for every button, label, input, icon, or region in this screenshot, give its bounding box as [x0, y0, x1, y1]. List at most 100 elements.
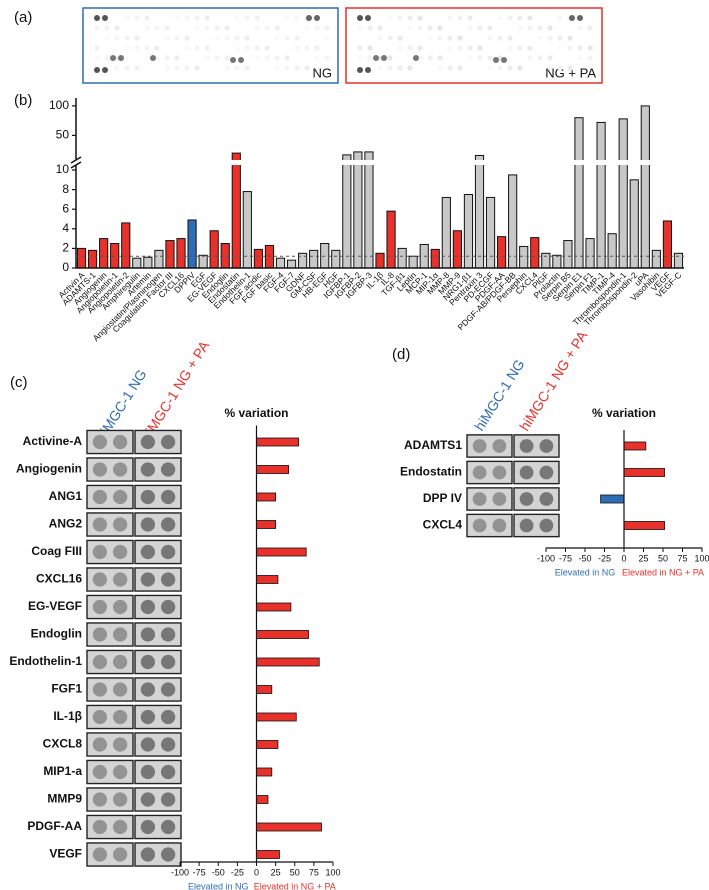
bar — [198, 254, 208, 269]
array-spot — [417, 15, 423, 21]
array-spot — [254, 15, 260, 21]
axis-break-gap — [68, 160, 686, 165]
blot-spot — [160, 654, 176, 670]
array-spot — [204, 25, 210, 31]
y-tick-label: 2 — [62, 241, 69, 255]
blot-spot — [112, 764, 128, 780]
blot-spot — [92, 572, 108, 587]
blot-spot — [472, 465, 487, 480]
array-spot — [304, 45, 310, 51]
array-spot — [427, 55, 433, 61]
blot-spot — [140, 847, 156, 862]
blot-spot — [92, 599, 108, 615]
array-spot — [224, 65, 230, 71]
bar — [154, 249, 164, 269]
array-spot — [487, 25, 493, 31]
array-spot — [244, 45, 250, 51]
x-tick-label: 0 — [621, 553, 626, 563]
array-spot — [174, 65, 180, 71]
array-spot — [547, 25, 553, 31]
array-spot — [427, 25, 433, 31]
y-tick-label: 8 — [62, 182, 69, 196]
array-spot — [427, 35, 433, 41]
array-frame — [82, 7, 339, 84]
blot-spot — [140, 654, 156, 670]
blot-spot — [112, 489, 128, 505]
array-spot — [527, 45, 533, 51]
array-spot — [447, 65, 453, 71]
y-tick-label: 4 — [62, 221, 69, 235]
blot-spot — [140, 544, 156, 560]
array-spot — [357, 67, 363, 73]
blot-spot — [112, 434, 128, 450]
array-spot — [94, 67, 100, 73]
blot-spot — [140, 764, 156, 780]
array-spot — [324, 25, 330, 31]
blot-spot — [160, 819, 176, 835]
bar — [256, 547, 307, 557]
row-label: PDGF-AA — [27, 819, 82, 833]
array-spot — [517, 15, 523, 21]
axis-break — [70, 156, 82, 164]
x-tick-label: -25 — [231, 867, 244, 877]
bar — [640, 105, 650, 269]
array-spot — [314, 55, 320, 61]
blot-spot — [492, 439, 507, 453]
array-spot — [373, 55, 379, 61]
array-spot — [306, 15, 312, 21]
array-spot — [567, 35, 573, 41]
array-spot — [437, 55, 443, 61]
direction-label: Elevated in NG + PA — [254, 881, 336, 890]
array-spot — [497, 65, 503, 71]
x-tick-label: -75 — [193, 867, 206, 877]
bar — [256, 657, 320, 667]
array-spot — [381, 55, 387, 61]
blot-spot — [92, 792, 108, 807]
row-label: ANG2 — [49, 517, 83, 531]
bar — [552, 254, 562, 269]
array-spot — [134, 45, 140, 51]
array-spot — [264, 55, 270, 61]
bar — [600, 494, 625, 504]
blot-spot — [92, 544, 108, 560]
array-spot — [407, 45, 413, 51]
blot-spot — [519, 492, 534, 506]
blot-spot — [519, 465, 534, 480]
array-spot — [377, 65, 383, 71]
array-spot — [204, 45, 210, 51]
array-spot — [234, 65, 240, 71]
array-spot — [174, 55, 180, 61]
array-spot — [204, 55, 210, 61]
bar — [474, 154, 485, 269]
bar — [364, 151, 374, 269]
blot-spot — [92, 737, 108, 752]
blot-spot — [112, 654, 128, 670]
array-spot — [527, 25, 533, 31]
row-label: ANG1 — [49, 489, 83, 503]
array-spot — [194, 15, 200, 21]
array-spot — [557, 45, 563, 51]
array-spot — [407, 15, 413, 21]
axis-break — [70, 161, 82, 169]
array-spot — [517, 25, 523, 31]
row-label: Endostatin — [400, 465, 462, 479]
array-spot — [284, 35, 290, 41]
array-spot — [437, 65, 443, 71]
array-spot — [264, 45, 270, 51]
array-spot — [94, 45, 100, 51]
array-spot — [324, 35, 330, 41]
array-spot — [493, 57, 499, 63]
array-spot — [357, 45, 363, 51]
blot-spot — [539, 465, 554, 480]
bar — [121, 222, 131, 269]
array-spot — [417, 45, 423, 51]
array-spot — [214, 35, 220, 41]
array-spot — [284, 55, 290, 61]
array-spot — [234, 35, 240, 41]
bar — [256, 767, 273, 777]
array-spot — [527, 15, 533, 21]
blot-spot — [112, 819, 128, 835]
blot-spot — [519, 439, 534, 453]
array-spot — [102, 67, 108, 73]
x-tick-label: 75 — [677, 553, 687, 563]
